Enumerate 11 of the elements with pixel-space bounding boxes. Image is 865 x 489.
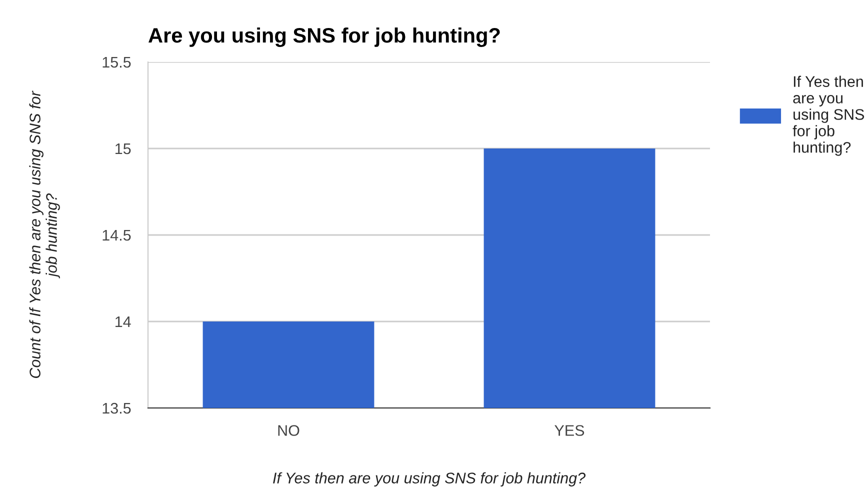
y-tick-label: 14 (116, 316, 131, 328)
y-tick-label: 14.5 (102, 230, 131, 241)
y-tick-label: 15 (116, 144, 131, 154)
x-tick-label: YES (554, 425, 584, 436)
y-tick-label: 13.5 (102, 402, 131, 414)
legend-label: If Yes then are you using SNS for job hunting? (792, 76, 864, 156)
x-axis-title: If Yes then are you using SNS for job hunting? (273, 472, 586, 486)
y-tick-label: 15.5 (102, 57, 131, 68)
y-axis-title: Count of If Yes then are you using SNS for job hunting? (29, 90, 60, 378)
x-tick-label: NO (278, 425, 300, 436)
chart-title: Are you using SNS for job hunting? (148, 27, 500, 47)
